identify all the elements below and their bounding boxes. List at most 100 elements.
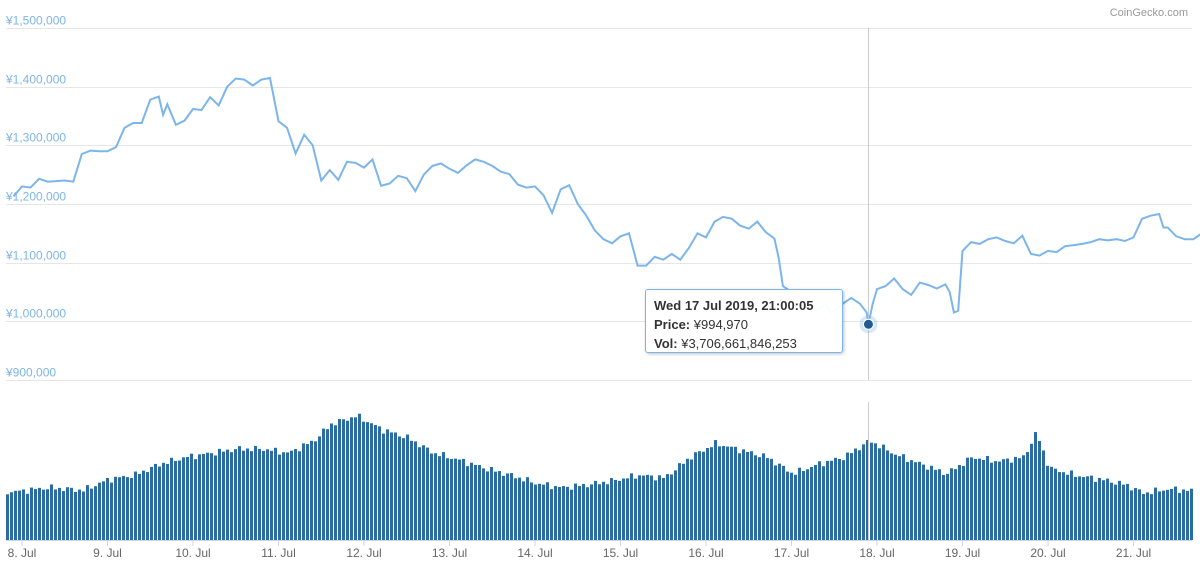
volume-bar — [874, 443, 877, 540]
volume-bar — [1066, 474, 1069, 540]
volume-bar — [486, 471, 489, 540]
credit-label[interactable]: CoinGecko.com — [1109, 7, 1188, 19]
price-tooltip: Wed 17 Jul 2019, 21:00:05 Price: ¥994,97… — [645, 289, 843, 353]
volume-bar — [110, 482, 113, 540]
volume-bar — [738, 453, 741, 540]
volume-bar — [346, 420, 349, 540]
volume-bar — [950, 468, 953, 540]
volume-bar — [238, 446, 241, 540]
volume-bar — [54, 489, 57, 540]
volume-bar — [250, 451, 253, 540]
volume-bar — [350, 417, 353, 540]
volume-bar — [378, 426, 381, 540]
volume-bar — [794, 474, 797, 540]
volume-bar — [26, 493, 29, 540]
volume-bar — [186, 456, 189, 540]
volume-bar — [1154, 487, 1157, 540]
volume-bar — [750, 451, 753, 540]
volume-bar — [146, 472, 149, 540]
volume-bar — [814, 464, 817, 540]
volume-bar — [10, 492, 13, 540]
volume-bar — [386, 429, 389, 540]
volume-bar — [422, 445, 425, 540]
volume-bar — [994, 461, 997, 540]
volume-bar — [1118, 480, 1121, 540]
volume-bar — [302, 443, 305, 540]
volume-bar — [34, 489, 37, 540]
x-tick-label: 12. Jul — [346, 546, 381, 560]
tooltip-date: Wed 17 Jul 2019, 21:00:05 — [654, 298, 814, 313]
volume-bar — [330, 423, 333, 540]
volume-bar — [726, 446, 729, 540]
volume-bar — [978, 458, 981, 540]
volume-bar — [134, 471, 137, 540]
volume-bar — [326, 429, 329, 540]
volume-bar — [1010, 462, 1013, 540]
volume-bar — [482, 468, 485, 540]
volume-bar — [1022, 455, 1025, 540]
volume-bar — [98, 482, 101, 540]
price-line — [12, 76, 1200, 325]
volume-bar — [866, 439, 869, 540]
volume-bar — [458, 459, 461, 540]
y-tick-label: ¥1,300,000 — [5, 131, 66, 145]
volume-bar — [534, 484, 537, 540]
volume-bar — [338, 419, 341, 540]
volume-bar — [66, 487, 69, 540]
volume-bar — [886, 450, 889, 540]
volume-bar — [754, 455, 757, 540]
volume-bar — [682, 463, 685, 540]
volume-bar — [694, 452, 697, 540]
volume-bar — [1106, 478, 1109, 540]
volume-bar — [1162, 490, 1165, 540]
volume-bar — [762, 453, 765, 540]
volume-bar — [570, 489, 573, 540]
x-tick-label: 13. Jul — [432, 546, 467, 560]
volume-bar — [770, 458, 773, 540]
volume-bar — [842, 460, 845, 540]
volume-bar — [74, 491, 77, 540]
volume-bar — [934, 469, 937, 540]
volume-bar — [454, 458, 457, 540]
volume-bar — [194, 459, 197, 540]
volume-bar — [782, 465, 785, 540]
volume-bar — [630, 473, 633, 540]
volume-bar — [658, 475, 661, 540]
volume-bar — [638, 475, 641, 540]
volume-bar — [266, 449, 269, 540]
volume-bar — [786, 471, 789, 540]
volume-bar — [774, 465, 777, 540]
volume-bar — [1078, 476, 1081, 540]
volume-bar — [790, 472, 793, 540]
volume-bar — [162, 462, 165, 540]
volume-bar — [834, 457, 837, 540]
volume-bar — [170, 457, 173, 540]
volume-bar — [810, 467, 813, 540]
volume-bar — [930, 465, 933, 540]
volume-bar — [382, 433, 385, 540]
volume-bar — [6, 494, 9, 540]
highlight-point[interactable] — [862, 318, 874, 330]
volume-bar — [846, 452, 849, 540]
volume-bar — [394, 432, 397, 540]
volume-bar — [438, 456, 441, 540]
volume-bars — [6, 413, 1193, 540]
volume-bar — [282, 452, 285, 540]
volume-bar — [1130, 490, 1133, 540]
y-tick-label: ¥1,100,000 — [5, 249, 66, 263]
volume-bar — [622, 478, 625, 540]
volume-bar — [478, 465, 481, 540]
volume-bar — [1050, 466, 1053, 540]
volume-bar — [982, 459, 985, 540]
volume-bar — [1126, 483, 1129, 540]
volume-bar — [1134, 488, 1137, 540]
volume-bar — [1190, 488, 1193, 540]
volume-bar — [334, 425, 337, 540]
x-tick-label: 9. Jul — [93, 546, 122, 560]
volume-bar — [178, 460, 181, 540]
volume-bar — [434, 453, 437, 540]
volume-bar — [1026, 452, 1029, 540]
volume-bar — [938, 469, 941, 540]
volume-bar — [226, 449, 229, 540]
volume-bar — [342, 419, 345, 540]
